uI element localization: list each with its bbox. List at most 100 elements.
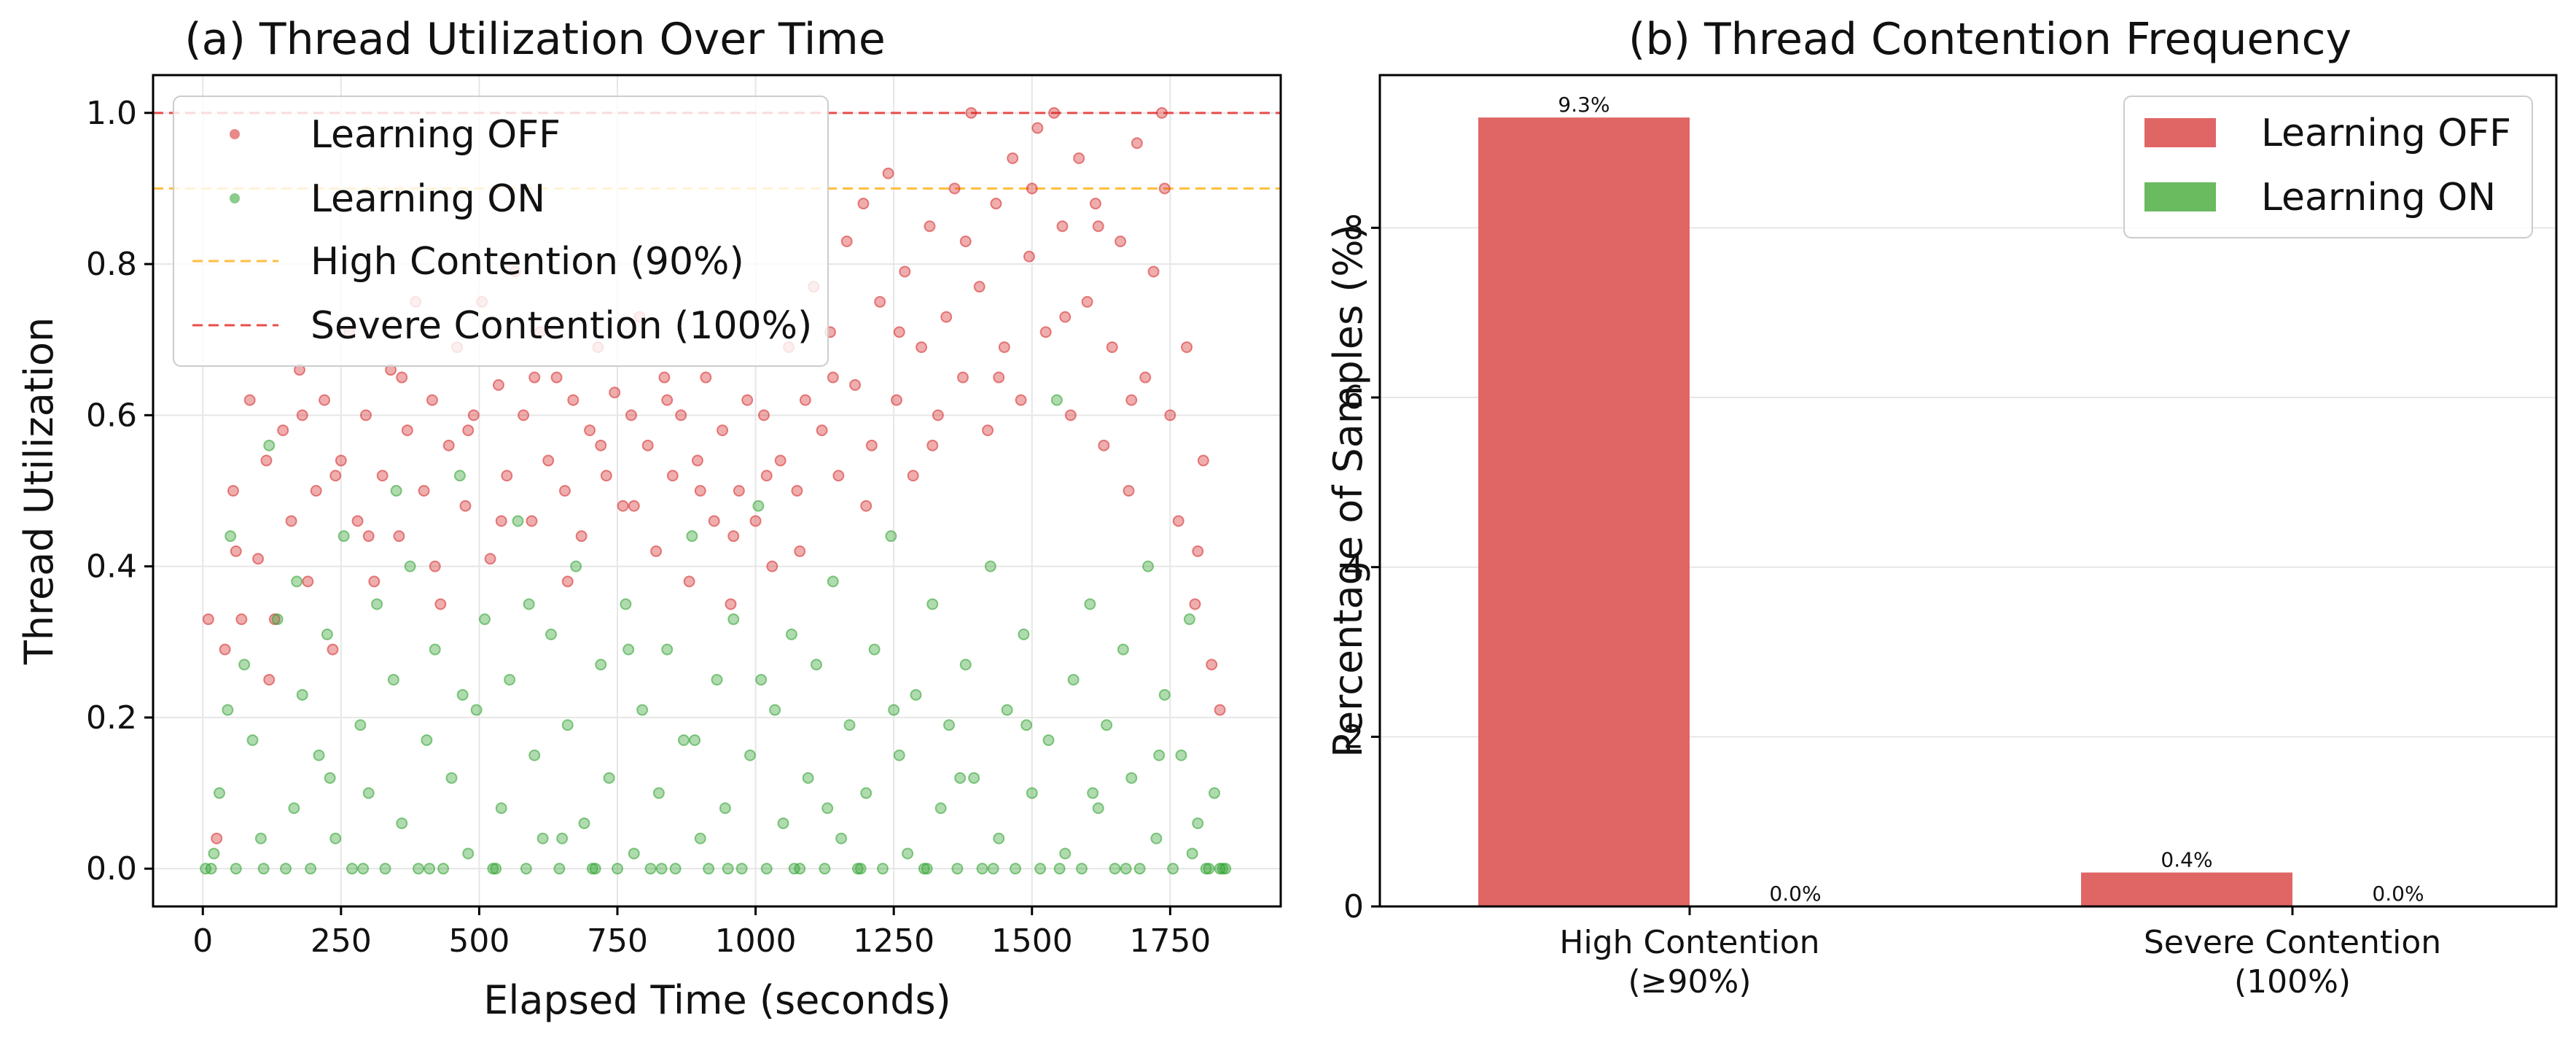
legend-on-swatch <box>2144 182 2216 211</box>
scatter-point-on <box>1053 863 1066 875</box>
scatter-x-tick-label: 750 <box>587 922 648 960</box>
scatter-point-on <box>769 704 781 716</box>
scatter-point-on <box>257 863 270 875</box>
scatter-point-on <box>1175 749 1187 761</box>
scatter-point-on <box>902 847 914 860</box>
scatter-point-on <box>225 530 237 543</box>
scatter-point-on <box>652 787 665 799</box>
scatter-point-on <box>802 772 814 784</box>
scatter-point-on <box>453 470 466 482</box>
scatter-point-on <box>755 674 768 686</box>
scatter-point-off <box>1098 439 1110 451</box>
scatter-point-off <box>1189 598 1201 610</box>
bar-data-label: 0.4% <box>2161 847 2212 871</box>
scatter-point-on <box>271 613 284 626</box>
scatter-point-off <box>561 575 574 588</box>
scatter-point-on <box>868 643 881 656</box>
scatter-point-off <box>666 470 679 482</box>
scatter-point-off <box>211 832 223 844</box>
scatter-point-off <box>893 326 905 338</box>
scatter-point-on <box>860 787 873 799</box>
scatter-point-off <box>661 394 674 406</box>
scatter-point-off <box>600 470 612 482</box>
scatter-point-off <box>550 371 563 384</box>
scatter-point-off <box>749 515 762 527</box>
scatter-x-label: Elapsed Time (seconds) <box>483 977 951 1023</box>
scatter-point-on <box>968 772 980 784</box>
scatter-point-off <box>1039 326 1052 338</box>
scatter-point-off <box>429 560 441 572</box>
scatter-point-off <box>285 515 297 527</box>
scatter-point-off <box>1123 485 1135 497</box>
scatter-point-off <box>916 341 928 354</box>
scatter-point-on <box>321 628 333 640</box>
scatter-point-off <box>528 371 541 384</box>
scatter-y-tick-label: 1.0 <box>86 95 137 132</box>
scatter-y-label: Thread Utilization <box>16 317 62 666</box>
scatter-point-off <box>459 500 472 512</box>
scatter-point-on <box>595 659 607 671</box>
scatter-point-on <box>1067 674 1080 686</box>
scatter-y-tick-label: 0.0 <box>86 850 137 887</box>
scatter-point-on <box>1018 628 1030 640</box>
scatter-legend-box <box>173 96 829 367</box>
scatter-point-off <box>501 470 513 482</box>
scatter-point-off <box>874 295 886 308</box>
scatter-point-off <box>708 515 720 527</box>
bar-x-tick-label: Severe Contention <box>2144 924 2441 961</box>
scatter-point-off <box>362 530 375 543</box>
bar-x-tick-label: (100%) <box>2234 963 2351 1001</box>
scatter-point-on <box>479 613 491 626</box>
scatter-point-off <box>675 409 687 422</box>
scatter-point-off <box>948 182 961 195</box>
scatter-point-on <box>1133 863 1146 875</box>
scatter-point-on <box>371 598 383 610</box>
scatter-point-off <box>243 394 256 406</box>
bar-learning-off <box>2081 872 2292 906</box>
scatter-point-off <box>882 167 894 179</box>
scatter-point-on <box>305 863 317 875</box>
scatter-point-off <box>1007 152 1019 164</box>
scatter-point-off <box>741 394 754 406</box>
scatter-point-on <box>678 734 690 746</box>
scatter-x-tick-label: 0 <box>192 922 213 960</box>
scatter-point-off <box>832 470 845 482</box>
bar-y-tick-label: 6 <box>1343 379 1364 416</box>
scatter-point-off <box>376 470 389 482</box>
scatter-point-off <box>840 236 853 247</box>
scatter-point-on <box>686 530 698 543</box>
scatter-point-on <box>885 530 897 543</box>
scatter-y-tick-label: 0.6 <box>86 397 137 434</box>
scatter-point-on <box>246 734 259 746</box>
scatter-point-on <box>993 832 1005 844</box>
scatter-point-off <box>956 371 969 384</box>
scatter-point-off <box>584 424 596 437</box>
scatter-point-off <box>965 106 977 119</box>
scatter-point-on <box>694 832 706 844</box>
scatter-point-off <box>774 454 787 467</box>
scatter-point-on <box>760 863 773 875</box>
bar-y-tick-label: 0 <box>1343 888 1364 925</box>
scatter-point-off <box>990 198 1002 210</box>
scatter-point-off <box>277 424 289 437</box>
scatter-point-on <box>722 863 734 875</box>
legend-label-high: High Contention (90%) <box>311 240 744 284</box>
scatter-point-off <box>628 500 640 512</box>
scatter-point-on <box>1084 598 1096 610</box>
scatter-point-on <box>821 802 834 815</box>
scatter-point-off <box>1048 106 1061 119</box>
bar-y-tick-label: 2 <box>1343 718 1364 755</box>
scatter-point-off <box>319 394 331 406</box>
scatter-point-off <box>1023 250 1035 263</box>
scatter-point-off <box>227 485 239 497</box>
scatter-point-off <box>1089 198 1101 210</box>
scatter-point-on <box>523 598 535 610</box>
scatter-point-on <box>1167 863 1179 875</box>
scatter-point-off <box>296 409 308 422</box>
scatter-point-off <box>760 470 773 482</box>
bar-legend-label-off: Learning OFF <box>2261 112 2511 155</box>
scatter-point-off <box>401 424 413 437</box>
bar-learning-off <box>1478 117 1690 906</box>
scatter-point-off <box>982 424 994 437</box>
scatter-point-on <box>337 530 350 543</box>
